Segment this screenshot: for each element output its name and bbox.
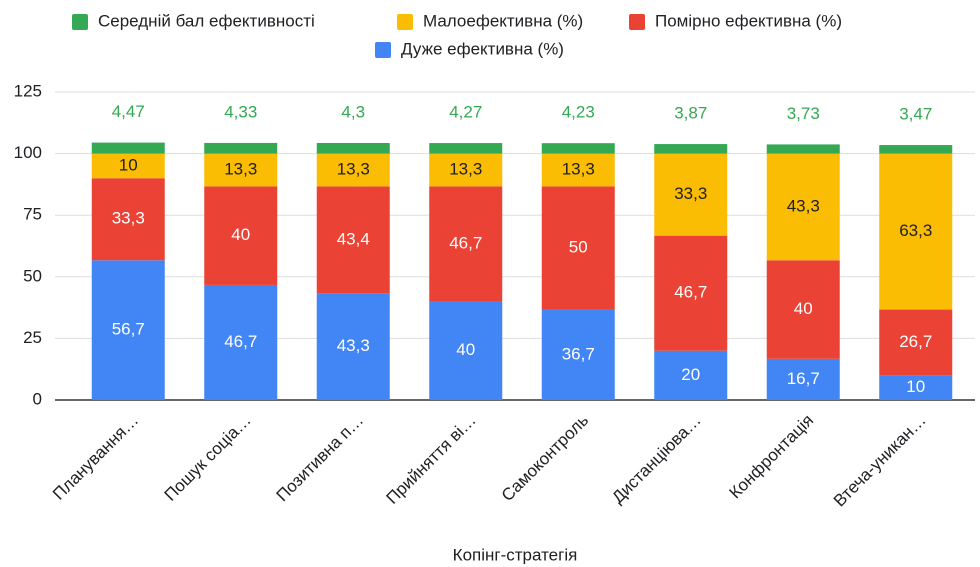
data-label: 13,3 [337,159,370,178]
bar-segment [654,153,728,236]
bar-segment [316,186,390,294]
data-label: 33,3 [112,209,145,228]
legend-label: Середній бал ефективності [98,11,315,30]
data-label: 10 [119,155,138,174]
bar-segment [91,142,165,154]
data-label: 16,7 [787,369,820,388]
bar-segment [879,145,953,154]
data-label: 50 [569,237,588,256]
x-axis-title: Копінг-стратегія [453,545,578,564]
data-label: 56,7 [112,320,145,339]
data-label: 4,27 [449,103,482,122]
bar-segment [204,142,278,154]
bar-segment [204,153,278,187]
bar-segment [541,143,615,154]
legend-swatch [375,42,391,58]
bar-segment [879,309,953,376]
x-tick-label: Планування… [49,411,142,504]
x-tick-label: Дистанціюва… [608,411,705,508]
data-label: 43,3 [337,336,370,355]
data-label: 3,47 [899,105,932,124]
legend-label: Дуже ефективна (%) [401,39,564,58]
x-tick-label: Прийняття ві… [382,411,479,508]
data-label: 33,3 [674,184,707,203]
bar-segment [429,153,503,187]
data-label: 40 [794,299,813,318]
data-label: 13,3 [562,159,595,178]
data-label: 36,7 [562,344,595,363]
data-label: 10 [906,377,925,396]
legend-label: Помірно ефективна (%) [655,11,842,30]
bar-segment [879,375,953,400]
x-tick-label: Пошук соціа… [161,411,255,505]
legend-label: Малоефективна (%) [423,11,583,30]
bar-segment [766,153,840,261]
bar-segment [204,284,278,400]
bar-segment [541,186,615,310]
legend-swatch [72,14,88,30]
data-label: 63,3 [899,221,932,240]
y-tick-label: 75 [23,205,42,224]
x-tick-label: Втеча-уникан… [830,411,930,511]
data-label: 13,3 [449,159,482,178]
data-label: 46,7 [674,283,707,302]
bar-segment [654,144,728,154]
data-label: 4,33 [224,102,257,121]
y-tick-label: 25 [23,328,42,347]
data-label: 43,3 [787,196,820,215]
y-tick-label: 50 [23,266,42,285]
data-label: 4,47 [112,102,145,121]
legend-swatch [397,14,413,30]
bar-segment [429,186,503,302]
x-tick-label: Самоконтроль [498,410,593,505]
bar-segment [91,260,165,400]
bar-segment [766,144,840,154]
y-tick-label: 125 [14,81,42,100]
bar-segment [654,350,728,400]
bar-segment [316,293,390,400]
bar-segment [541,153,615,187]
data-label: 3,87 [674,104,707,123]
bar-segment [316,153,390,187]
bar-segment [879,153,953,310]
data-label: 4,3 [341,102,365,121]
y-tick-label: 100 [14,143,42,162]
x-tick-label: Позитивна п… [273,411,368,506]
bar-segment [766,260,840,359]
data-label: 4,23 [562,103,595,122]
data-label: 40 [456,340,475,359]
bar-segment [91,178,165,261]
bar-segment [429,301,503,400]
data-label: 43,4 [337,229,370,248]
data-label: 3,73 [787,104,820,123]
bar-segment [91,153,165,179]
bar-segment [766,358,840,400]
bar-segment [429,143,503,154]
y-tick-label: 0 [33,389,42,408]
legend-swatch [629,14,645,30]
data-label: 13,3 [224,159,257,178]
data-label: 40 [231,225,250,244]
data-label: 26,7 [899,332,932,351]
data-label: 20 [681,365,700,384]
bar-segment [316,143,390,154]
bar-segment [204,186,278,285]
data-label: 46,7 [449,233,482,252]
bar-segment [541,309,615,400]
x-tick-label: Конфронтація [725,411,817,503]
bar-segment [654,235,728,351]
data-label: 46,7 [224,332,257,351]
